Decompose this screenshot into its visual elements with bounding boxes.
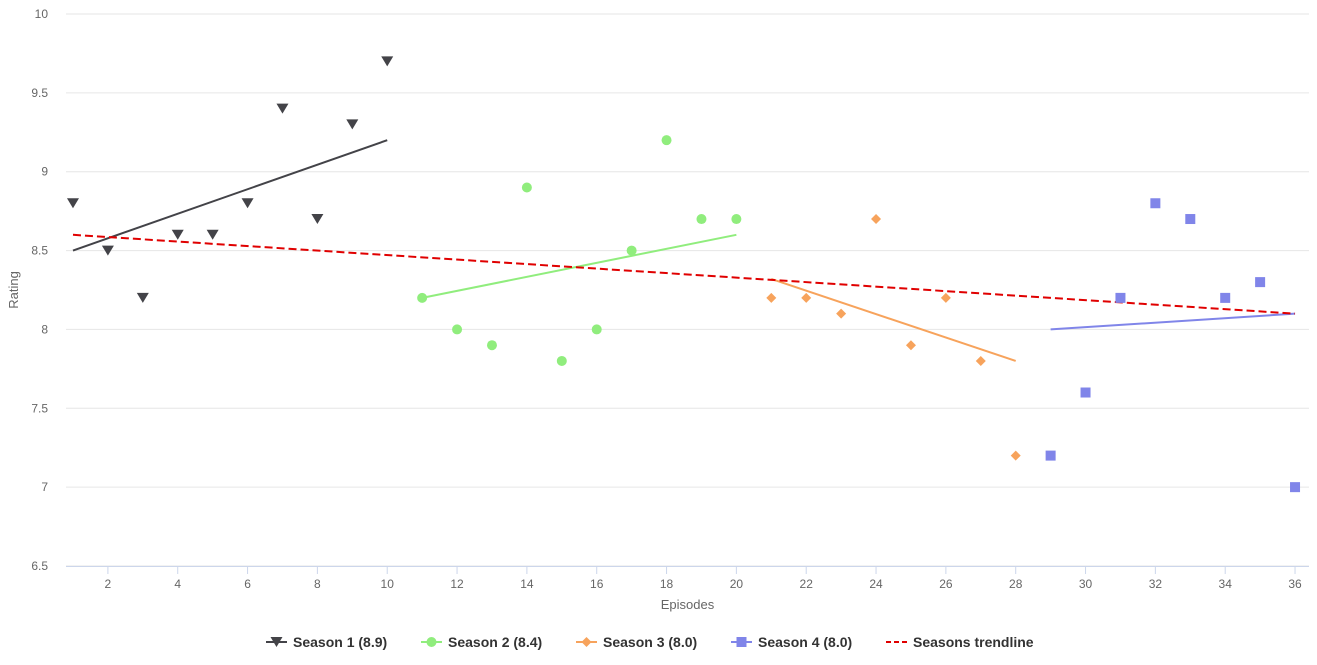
x-tick-label: 26 [939, 577, 953, 591]
season-3-trend-line [770, 278, 1017, 362]
x-axis: 2 4 6 8 10 12 14 16 18 20 22 24 26 28 30 32 34 36 [66, 566, 1309, 591]
season-2-point [521, 182, 532, 193]
season-3-point [905, 340, 916, 351]
legend-marker [426, 637, 437, 647]
season-1-point [346, 119, 359, 130]
legend-label: Seasons trendline [913, 634, 1034, 650]
y-axis-ticks: 6.5 7 7.5 8 8.5 9 9.5 10 [31, 7, 48, 573]
x-tick-label: 20 [730, 577, 744, 591]
season-3-point [940, 292, 951, 303]
x-tick-label: 4 [174, 577, 181, 591]
x-tick-label: 16 [590, 577, 604, 591]
legend-label: Season 1 (8.9) [293, 634, 387, 650]
x-tick-label: 30 [1079, 577, 1093, 591]
x-tick-label: 24 [869, 577, 883, 591]
season-4-point [1185, 214, 1196, 225]
y-tick-label: 9 [41, 165, 48, 179]
season-1-point [136, 292, 149, 303]
legend-item: Season 3 (8.0) [576, 634, 697, 650]
x-tick-label: 12 [450, 577, 464, 591]
y-tick-label: 8 [41, 322, 48, 336]
season-4-point [1290, 482, 1301, 493]
season-3-point [836, 308, 847, 319]
season-2-point [626, 245, 637, 256]
legend-marker [270, 637, 283, 647]
legend-label: Season 4 (8.0) [758, 634, 852, 650]
x-tick-label: 36 [1288, 577, 1302, 591]
season-2-point [591, 324, 602, 335]
season-2-point [452, 324, 463, 335]
legend-item: Seasons trendline [886, 634, 1034, 650]
x-axis-title: Episodes [661, 597, 715, 612]
legend-label: Season 2 (8.4) [448, 634, 542, 650]
legend-marker [736, 637, 747, 647]
x-tick-label: 28 [1009, 577, 1023, 591]
legend-marker [581, 637, 592, 647]
legend-item: Season 4 (8.0) [731, 634, 852, 650]
season-3-point [1010, 450, 1021, 461]
season-1-point [101, 245, 114, 256]
season-trendlines [72, 139, 1296, 362]
season-1-point [171, 229, 184, 240]
season-1-point [381, 56, 394, 67]
season-4-point [1150, 198, 1161, 209]
season-1-point [206, 229, 219, 240]
x-tick-label: 32 [1149, 577, 1163, 591]
seasons-trendline-line [72, 233, 1296, 315]
season-4-point [1220, 292, 1231, 303]
season-3-point [871, 214, 882, 225]
y-tick-label: 8.5 [31, 244, 48, 258]
x-tick-label: 2 [105, 577, 112, 591]
x-tick-label: 22 [800, 577, 814, 591]
y-tick-label: 7 [41, 480, 48, 494]
legend: Season 1 (8.9) Season 2 (8.4) Season 3 (8.… [266, 634, 1034, 650]
legend-item: Season 2 (8.4) [421, 634, 542, 650]
y-tick-label: 9.5 [31, 86, 48, 100]
season-2-point [661, 135, 672, 146]
season-4-trend-line [1050, 312, 1296, 331]
season-2-point [731, 214, 742, 225]
season-1-point [311, 214, 324, 225]
legend-label: Season 3 (8.0) [603, 634, 697, 650]
season-2-trend-line [421, 233, 737, 299]
season-1-point [241, 198, 254, 209]
season-4-point [1255, 277, 1266, 288]
grid [66, 13, 1309, 567]
season-3-point [801, 292, 812, 303]
legend-item: Season 1 (8.9) [266, 634, 387, 650]
season-4-point [1080, 387, 1091, 398]
season-3-point [975, 355, 986, 366]
x-tick-label: 18 [660, 577, 674, 591]
season-1-point [276, 103, 289, 114]
season-3-point [766, 292, 777, 303]
seasons-trendline [72, 233, 1296, 315]
season-2-point [556, 355, 567, 366]
season-4-point [1045, 450, 1056, 461]
season-2-point [486, 340, 497, 351]
x-tick-label: 34 [1219, 577, 1233, 591]
y-axis-title: Rating [6, 271, 21, 309]
y-tick-label: 10 [35, 7, 49, 21]
season-2-point [417, 292, 428, 303]
data-points [66, 56, 1301, 493]
x-tick-label: 8 [314, 577, 321, 591]
x-tick-label: 14 [520, 577, 534, 591]
x-tick-label: 10 [381, 577, 395, 591]
season-4-point [1115, 292, 1126, 303]
season-1-trend-line [72, 139, 388, 252]
y-tick-label: 6.5 [31, 559, 48, 573]
x-tick-label: 6 [244, 577, 251, 591]
season-2-point [696, 214, 707, 225]
season-1-point [66, 198, 79, 209]
y-tick-label: 7.5 [31, 401, 48, 415]
